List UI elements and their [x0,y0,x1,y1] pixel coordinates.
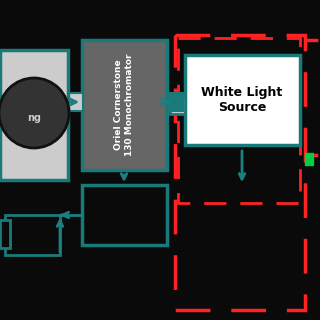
Bar [305,153,313,165]
Bar [67,93,83,111]
Bar [170,96,185,114]
Bar [5,215,60,255]
Bar [185,55,300,145]
Bar [82,40,167,170]
Bar [0,50,68,180]
Bar [178,38,300,203]
Bar [82,185,167,245]
Bar [175,35,305,310]
Text: White Light
Source: White Light Source [201,86,283,114]
Bar [166,93,183,111]
Text: Oriel Cornerstone
130 Monochromator: Oriel Cornerstone 130 Monochromator [114,54,134,156]
Circle shape [0,78,69,148]
Text: ng: ng [27,113,41,123]
Bar [0,220,10,248]
